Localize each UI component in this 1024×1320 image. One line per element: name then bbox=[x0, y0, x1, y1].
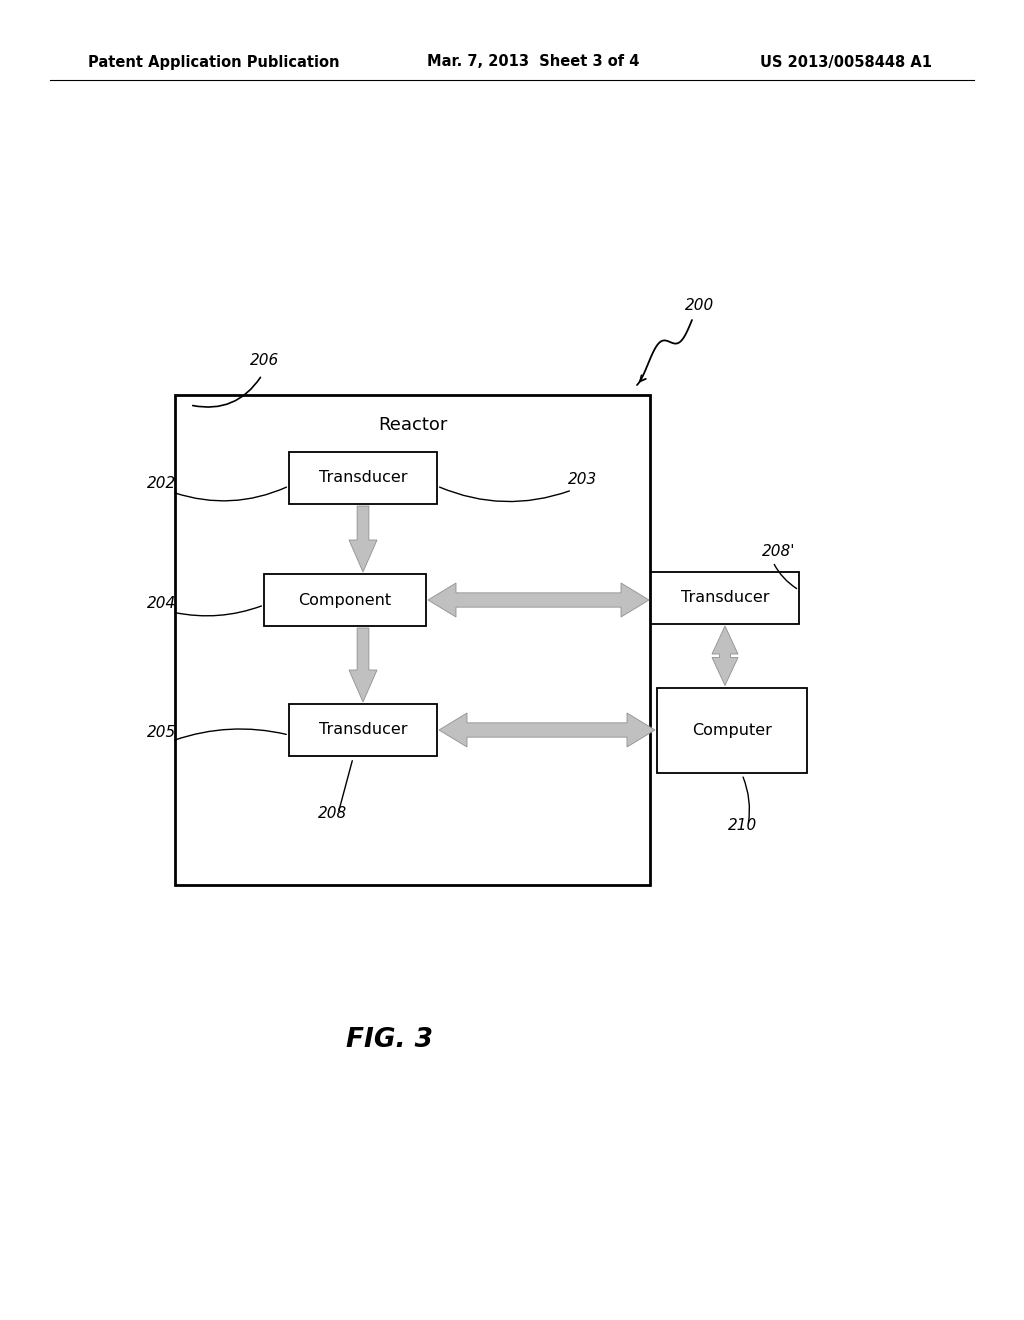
Text: Transducer: Transducer bbox=[318, 722, 408, 738]
Bar bbox=[651, 572, 799, 624]
Polygon shape bbox=[428, 583, 649, 616]
Text: 210: 210 bbox=[728, 818, 758, 833]
Text: 208: 208 bbox=[318, 807, 347, 821]
Bar bbox=[175, 395, 650, 884]
Text: 205: 205 bbox=[147, 725, 176, 741]
Polygon shape bbox=[439, 713, 655, 747]
Text: 206: 206 bbox=[250, 352, 280, 368]
Text: 208': 208' bbox=[762, 544, 796, 558]
Text: 200: 200 bbox=[685, 298, 715, 313]
Bar bbox=[289, 451, 437, 504]
Text: 203: 203 bbox=[568, 473, 597, 487]
Bar bbox=[264, 574, 426, 626]
Polygon shape bbox=[349, 506, 377, 572]
Text: 202: 202 bbox=[147, 477, 176, 491]
Bar bbox=[657, 688, 807, 772]
Text: Mar. 7, 2013  Sheet 3 of 4: Mar. 7, 2013 Sheet 3 of 4 bbox=[427, 54, 639, 70]
Bar bbox=[289, 704, 437, 756]
Text: Transducer: Transducer bbox=[681, 590, 769, 606]
Text: Computer: Computer bbox=[692, 722, 772, 738]
Text: Component: Component bbox=[298, 593, 391, 607]
Text: FIG. 3: FIG. 3 bbox=[346, 1027, 433, 1053]
Text: Transducer: Transducer bbox=[318, 470, 408, 486]
Polygon shape bbox=[712, 626, 738, 685]
Text: Reactor: Reactor bbox=[378, 416, 447, 434]
Polygon shape bbox=[349, 628, 377, 702]
Text: US 2013/0058448 A1: US 2013/0058448 A1 bbox=[760, 54, 932, 70]
Text: 204: 204 bbox=[147, 597, 176, 611]
Text: Patent Application Publication: Patent Application Publication bbox=[88, 54, 340, 70]
